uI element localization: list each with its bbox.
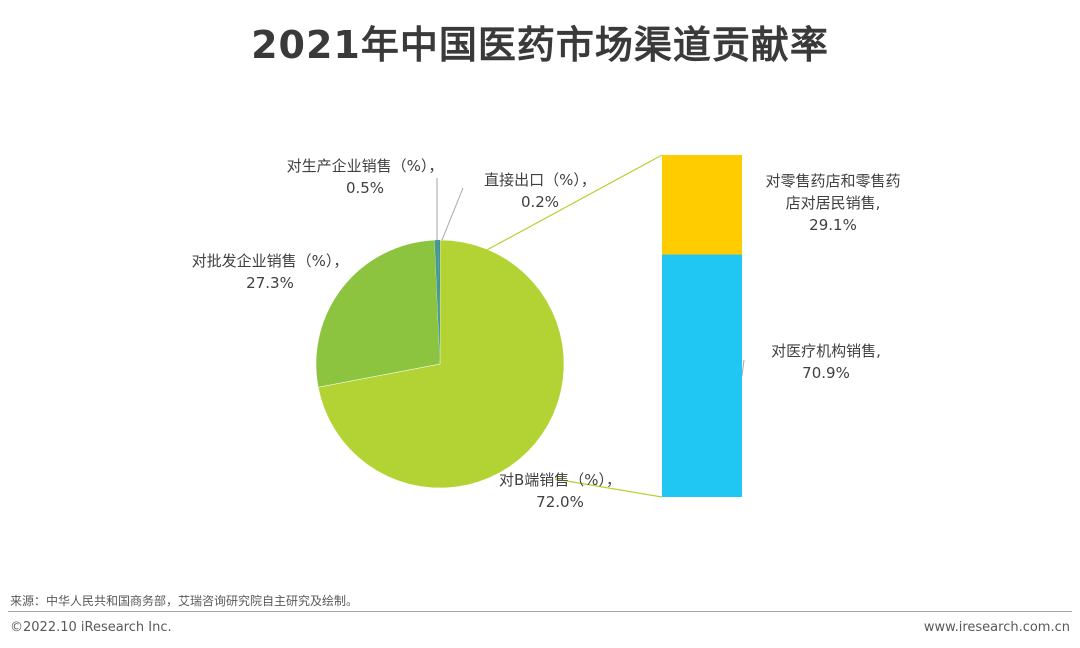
data-label-manufacturer: 对生产企业销售（%）， 0.5% [287, 157, 444, 197]
page-title: 2021年中国医药市场渠道贡献率 [251, 23, 829, 67]
leader-medical [741, 359, 745, 377]
connector-top [484, 154, 663, 252]
data-label-retail: 对零售药店和零售药店对居民销售, 29.1% [765, 172, 900, 234]
bar-segment [662, 254, 742, 497]
source-note: 来源：中华人民共和国商务部，艾瑞咨询研究院自主研究及绘制。 [10, 594, 359, 608]
connector-lines [484, 154, 663, 498]
data-label-wholesale: 对批发企业销售（%）， 27.3% [192, 252, 349, 292]
data-label-medical: 对医疗机构销售, 70.9% [771, 342, 881, 382]
pie-slice [438, 240, 440, 364]
data-label-b-end: 对B端销售（%）， 72.0% [499, 471, 621, 511]
data-labels: 对批发企业销售（%）， 27.3% 对生产企业销售（%）， 0.5% 直接出口（%）， 0… [192, 157, 901, 511]
connector-bottom [554, 478, 663, 498]
pie-slice [434, 240, 440, 364]
copyright: ©2022.10 iResearch Inc. [10, 620, 172, 635]
bar-segment [662, 155, 742, 255]
bar-of-pie-chart: 对批发企业销售（%）， 27.3% 对生产企业销售（%）， 0.5% 直接出口（%）， 0… [192, 154, 901, 511]
data-label-export: 直接出口（%）， 0.2% [484, 171, 596, 211]
pie-slice [315, 239, 441, 388]
footer-divider [8, 611, 1072, 612]
stacked-bar [662, 155, 742, 497]
pie [315, 239, 565, 489]
website-link[interactable]: www.iresearch.com.cn [923, 620, 1070, 635]
leader-export [441, 187, 464, 241]
pie-slice [317, 239, 565, 489]
